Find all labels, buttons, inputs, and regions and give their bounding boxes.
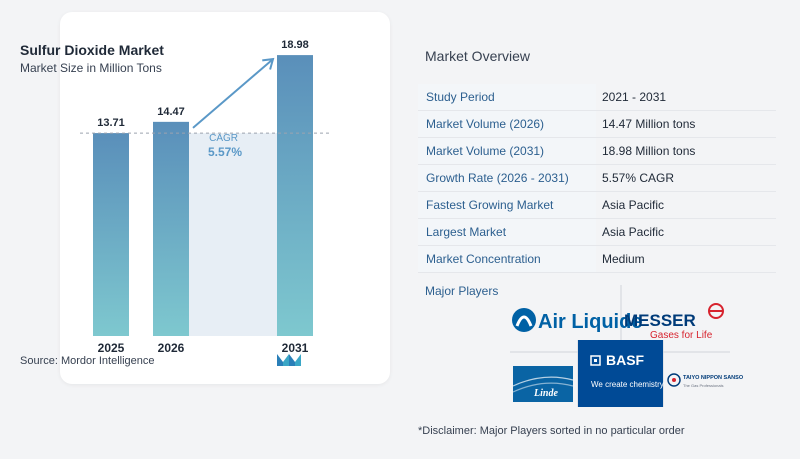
taiyo-tagline: The Gas Professionals xyxy=(683,383,723,388)
cagr-value: 5.57% xyxy=(208,145,242,159)
overview-row: Market Concentration Medium xyxy=(418,246,776,273)
bar-2026 xyxy=(153,121,189,337)
basf-text: BASF xyxy=(606,352,645,368)
row-label: Growth Rate (2026 - 2031) xyxy=(418,165,596,191)
cagr-arrow-head xyxy=(262,57,275,70)
row-value: 2021 - 2031 xyxy=(602,90,667,104)
disclaimer-text: *Disclaimer: Major Players sorted in no … xyxy=(418,425,685,437)
row-label: Fastest Growing Market xyxy=(418,192,596,218)
overview-row: Market Volume (2031) 18.98 Million tons xyxy=(418,138,776,165)
category-label: 2025 xyxy=(98,341,125,355)
value-label: 18.98 xyxy=(281,39,309,51)
linde-text: Linde xyxy=(533,388,558,399)
basf-tagline: We create chemistry xyxy=(591,380,664,389)
value-label: 14.47 xyxy=(157,106,185,118)
cagr-label: CAGR xyxy=(209,133,238,144)
row-value: 14.47 Million tons xyxy=(602,117,696,131)
row-label: Market Concentration xyxy=(418,246,596,272)
row-label: Largest Market xyxy=(418,219,596,245)
overview-table: Study Period 2021 - 2031 Market Volume (2… xyxy=(418,84,776,273)
growth-panel xyxy=(189,133,277,336)
messer-logo: MESSER Gases for Life xyxy=(624,303,724,341)
row-value: 18.98 Million tons xyxy=(602,144,696,158)
value-label: 13.71 xyxy=(97,117,125,129)
row-value: 5.57% CAGR xyxy=(602,171,675,185)
overview-row: Market Volume (2026) 14.47 Million tons xyxy=(418,111,776,138)
overview-row: Growth Rate (2026 - 2031) 5.57% CAGR xyxy=(418,165,776,192)
linde-logo: Linde xyxy=(512,366,574,402)
chart-title: Sulfur Dioxide Market xyxy=(20,42,164,58)
bar-2031 xyxy=(277,55,313,336)
bar-2025 xyxy=(93,133,129,336)
cagr-arrow-line xyxy=(192,58,274,129)
messer-tagline: Gases for Life xyxy=(650,330,713,341)
row-value: Medium xyxy=(602,252,645,266)
air-liquide-text: Air Liquide xyxy=(538,311,642,333)
taiyo-nippon-sanso-logo: TAIYO NIPPON SANSO The Gas Professionals xyxy=(667,373,744,388)
air-liquide-logo: Air Liquide xyxy=(512,308,642,333)
overview-title: Market Overview xyxy=(425,48,531,64)
category-label: 2026 xyxy=(158,341,185,355)
players-title: Major Players xyxy=(425,284,499,298)
source-text: Source: Mordor Intelligence xyxy=(20,355,155,367)
row-label: Study Period xyxy=(418,84,596,110)
mordor-logo-icon xyxy=(277,354,301,366)
taiyo-text: TAIYO NIPPON SANSO xyxy=(683,375,744,381)
messer-text: MESSER xyxy=(624,311,696,330)
row-value: Asia Pacific xyxy=(602,198,665,212)
basf-logo: BASF We create chemistry xyxy=(578,340,664,407)
row-label: Market Volume (2026) xyxy=(418,111,596,137)
overview-row: Largest Market Asia Pacific xyxy=(418,219,776,246)
overview-row: Fastest Growing Market Asia Pacific xyxy=(418,192,776,219)
row-label: Market Volume (2031) xyxy=(418,138,596,164)
overview-row: Study Period 2021 - 2031 xyxy=(418,84,776,111)
category-label: 2031 xyxy=(282,341,309,355)
chart-subtitle: Market Size in Million Tons xyxy=(20,61,162,75)
row-value: Asia Pacific xyxy=(602,225,665,239)
